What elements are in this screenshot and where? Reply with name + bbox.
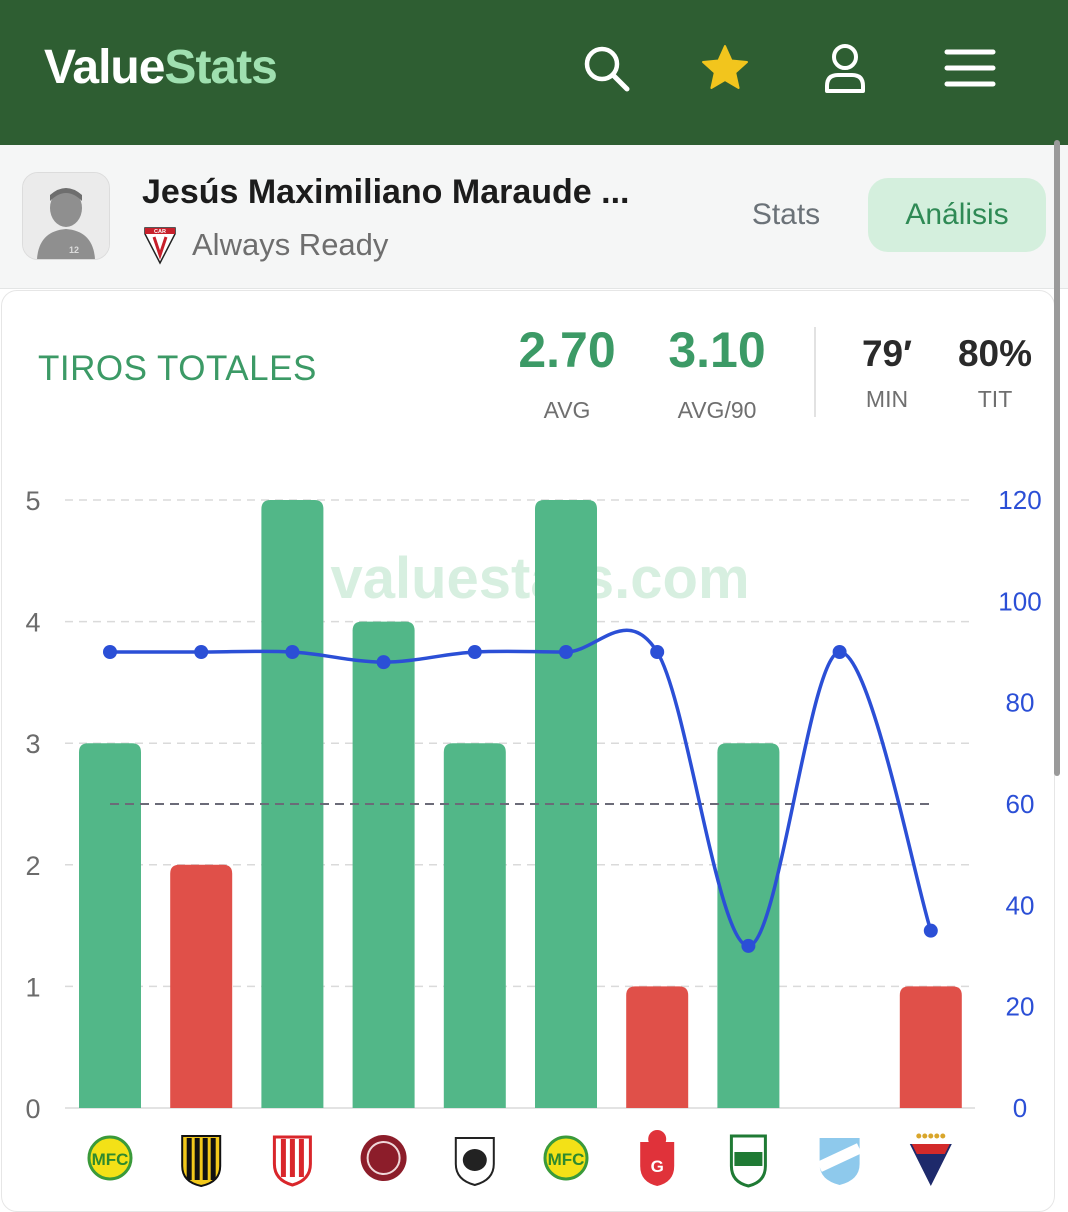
player-header: 12 Jesús Maximiliano Maraude ... CAR Alw… — [0, 145, 1068, 289]
opponent-crest-7[interactable]: Guabirá G — [640, 1130, 675, 1186]
crest-star — [934, 1133, 940, 1139]
brand-name-part2: Stats — [164, 41, 277, 94]
opponent-crest-10[interactable]: LDU Quito — [909, 1133, 952, 1187]
opponent-crest-9[interactable]: Aurora — [817, 1138, 862, 1185]
crest-sash — [817, 1143, 862, 1172]
top-bar: ValueStats — [0, 0, 1068, 145]
crest-band — [734, 1152, 763, 1166]
crest-stripe — [289, 1139, 295, 1177]
crest-shape — [543, 1135, 589, 1181]
crest-shape — [87, 1135, 133, 1181]
opponent-crest-2[interactable]: The Strongest — [181, 1135, 222, 1188]
team-crest-text: CAR — [154, 229, 166, 235]
crest-ball — [462, 1149, 487, 1171]
crest-band — [911, 1144, 950, 1154]
star-icon[interactable] — [697, 40, 753, 96]
opponent-crest-4[interactable]: Lanús — [360, 1135, 407, 1181]
crest-shape — [909, 1144, 952, 1186]
player-avatar: 12 — [22, 172, 110, 260]
crest-stripe — [210, 1138, 216, 1180]
crest-stripe — [280, 1139, 286, 1177]
starter-label: TIT — [977, 386, 1013, 412]
team-name: Always Ready — [192, 227, 389, 262]
opponent-crest-6[interactable]: Mirassol MFC — [543, 1135, 589, 1181]
crest-stripe — [202, 1138, 208, 1180]
brand-logo[interactable]: ValueStats — [44, 40, 278, 95]
avg90-label: AVG/90 — [677, 397, 757, 423]
user-icon[interactable] — [817, 40, 873, 96]
stat-card: TIROS TOTALES 2.70 AVG 3.10 AVG/90 79′ M… — [1, 290, 1055, 1212]
avg90-value: 3.10 — [668, 322, 766, 378]
svg-text:12: 12 — [69, 245, 79, 255]
crest-top — [648, 1130, 667, 1148]
crest-shape — [640, 1142, 675, 1186]
crest-ring — [366, 1141, 401, 1175]
crest-stripe — [194, 1138, 200, 1180]
opponent-crest-5[interactable]: Nacional Potosí — [454, 1137, 495, 1187]
minutes-label: MIN — [865, 386, 909, 412]
crest-stripe — [298, 1139, 304, 1177]
crest-letters: G — [651, 1157, 664, 1176]
team-crest-icon: CAR — [144, 227, 176, 265]
stat-title: TIROS TOTALES — [38, 349, 317, 388]
starter-value: 80% — [957, 333, 1033, 374]
crest-letters: MFC — [92, 1150, 129, 1169]
crest-star — [928, 1133, 934, 1139]
crest-letters: MFC — [548, 1150, 585, 1169]
opponent-crest-1[interactable]: MirassolMFC — [87, 1135, 133, 1181]
crest-stripe — [186, 1138, 192, 1180]
tab-analysis[interactable]: Análisis — [868, 178, 1046, 252]
tab-stats[interactable]: Stats — [751, 198, 821, 231]
minutes-value: 79′ — [861, 333, 913, 374]
avg-value: 2.70 — [518, 322, 616, 378]
scrollbar[interactable] — [1054, 140, 1060, 776]
crest-star — [922, 1133, 928, 1139]
player-team[interactable]: CAR Always Ready — [142, 225, 388, 265]
opponent-crest-8[interactable]: Oriente Petrolero — [729, 1134, 767, 1188]
avg-label: AVG — [543, 397, 591, 423]
player-name: Jesús Maximiliano Maraude ... — [142, 173, 630, 211]
stat-divider — [814, 327, 816, 417]
brand-name-part1: Value — [44, 41, 165, 94]
opponent-crest-3[interactable]: Independiente Petrolero — [272, 1135, 312, 1187]
search-icon[interactable] — [578, 40, 634, 96]
menu-icon[interactable] — [942, 40, 998, 96]
crest-star — [916, 1133, 922, 1139]
crest-star — [940, 1133, 946, 1139]
